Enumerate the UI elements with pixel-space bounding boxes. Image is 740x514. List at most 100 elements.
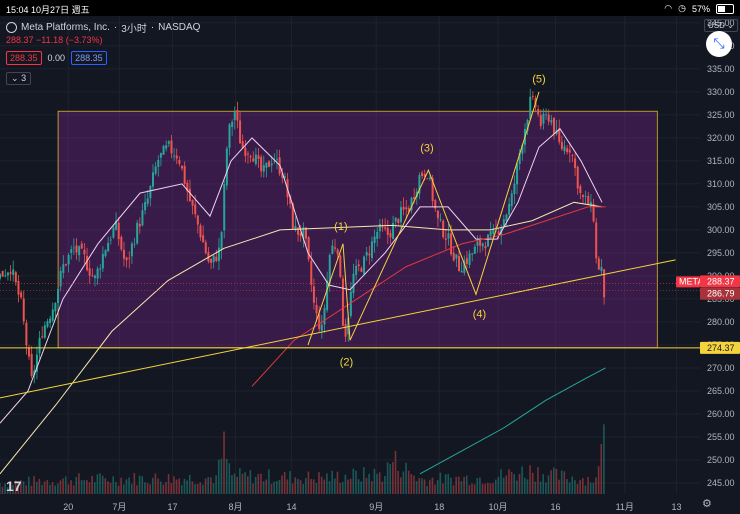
volume-bar (107, 481, 109, 494)
volume-bar (262, 481, 265, 494)
time-tick-label: 20 (63, 502, 73, 512)
candle-body (384, 227, 387, 229)
volume-bar (270, 484, 273, 494)
volume-bar (154, 473, 157, 494)
candle-body (107, 242, 110, 252)
candle-body (436, 210, 439, 219)
candle-body (418, 175, 421, 194)
volume-bar (204, 478, 207, 494)
volume-bar (529, 465, 531, 494)
support-price-tag-bg (700, 341, 740, 354)
volume-bar (431, 477, 434, 494)
candle-body (442, 220, 445, 238)
volume-bar (307, 471, 310, 494)
symbol-interval[interactable]: 3小时 (121, 24, 147, 35)
candle-body (539, 115, 542, 127)
gear-icon[interactable]: ⚙ (702, 498, 712, 510)
candle-body (473, 246, 476, 254)
sell-button[interactable]: 288.35 (6, 51, 42, 65)
volume-bar (526, 479, 529, 494)
candle-body (0, 273, 1, 279)
candle-body (175, 155, 178, 159)
secondary-price-tag: 286.79 (707, 289, 735, 299)
volume-bar (233, 473, 236, 494)
currency-selector[interactable]: USD ⌄ (704, 19, 738, 32)
volume-bar (117, 485, 120, 494)
volume-bar (384, 475, 386, 494)
chart-canvas[interactable]: (1)(2)(3)(4)(5) 345.00340.00335.00330.00… (0, 16, 740, 514)
price-tick-label: 265.00 (707, 386, 735, 396)
candle-body (542, 113, 545, 124)
candle-body (581, 195, 584, 197)
volume-bar (194, 484, 196, 494)
candle-body (584, 195, 587, 197)
candle-body (122, 249, 125, 259)
volume-bar (370, 481, 373, 494)
volume-bar (513, 474, 516, 494)
volume-bar (138, 475, 141, 494)
volume-bar (336, 471, 339, 494)
candle-body (294, 225, 297, 231)
volume-bar (25, 485, 27, 494)
volume-bar (109, 482, 112, 494)
volume-bars (0, 424, 605, 494)
symbol-legend[interactable]: Meta Platforms, Inc. · 3小时 · NASDAQ (6, 20, 200, 35)
candle-body (117, 222, 120, 240)
candle-body (600, 266, 603, 272)
candle-body (152, 172, 155, 187)
candle-body (144, 202, 147, 211)
volume-bar (64, 476, 67, 494)
volume-bar (465, 475, 468, 494)
candle-body (452, 252, 455, 261)
candle-body (349, 291, 352, 316)
volume-bar (146, 483, 149, 494)
volume-bar (510, 471, 513, 494)
buy-button[interactable]: 288.35 (71, 51, 107, 65)
volume-bar (347, 479, 349, 494)
volume-bar (120, 477, 122, 494)
candle-body (202, 235, 205, 243)
volume-bar (302, 484, 304, 494)
candle-body (244, 147, 247, 157)
candle-body (447, 233, 450, 239)
candle-body (312, 286, 315, 303)
volume-bar (523, 477, 526, 494)
volume-bar (28, 476, 30, 494)
candle-body (109, 239, 112, 241)
candle-body (239, 120, 242, 144)
indicators-toggle[interactable]: ⌄ 3 (6, 72, 32, 85)
candle-body (191, 199, 194, 206)
candle-body (505, 214, 508, 221)
candle-body (307, 237, 310, 260)
candle-body (389, 233, 392, 238)
candle-body (215, 256, 218, 261)
volume-bar (418, 478, 421, 494)
volume-bar (20, 480, 22, 494)
candle-body (183, 165, 186, 184)
price-tick-label: 330.00 (707, 87, 735, 97)
volume-bar (415, 481, 418, 494)
fullscreen-toggle-icon[interactable]: ⤡ (706, 31, 732, 57)
volume-bar (152, 477, 154, 494)
candle-body (518, 152, 521, 165)
volume-bar (320, 476, 323, 494)
volume-bar (241, 473, 244, 494)
volume-bar (434, 484, 436, 494)
volume-bar (508, 469, 510, 494)
candle-body (125, 257, 128, 261)
candle-body (154, 166, 157, 174)
volume-bar (212, 483, 215, 494)
volume-bar (181, 485, 183, 494)
candle-body (173, 155, 176, 157)
volume-bar (574, 480, 576, 494)
tradingview-logo[interactable]: 17 (6, 478, 22, 494)
candle-body (78, 246, 81, 256)
candle-body (587, 196, 590, 205)
candle-body (513, 183, 516, 195)
price-tick-label: 270.00 (707, 363, 735, 373)
symbol-exchange: NASDAQ (158, 22, 201, 33)
volume-bar (78, 473, 80, 494)
volume-bar (275, 481, 278, 494)
volume-bar (35, 482, 38, 494)
candle-body (566, 148, 569, 153)
